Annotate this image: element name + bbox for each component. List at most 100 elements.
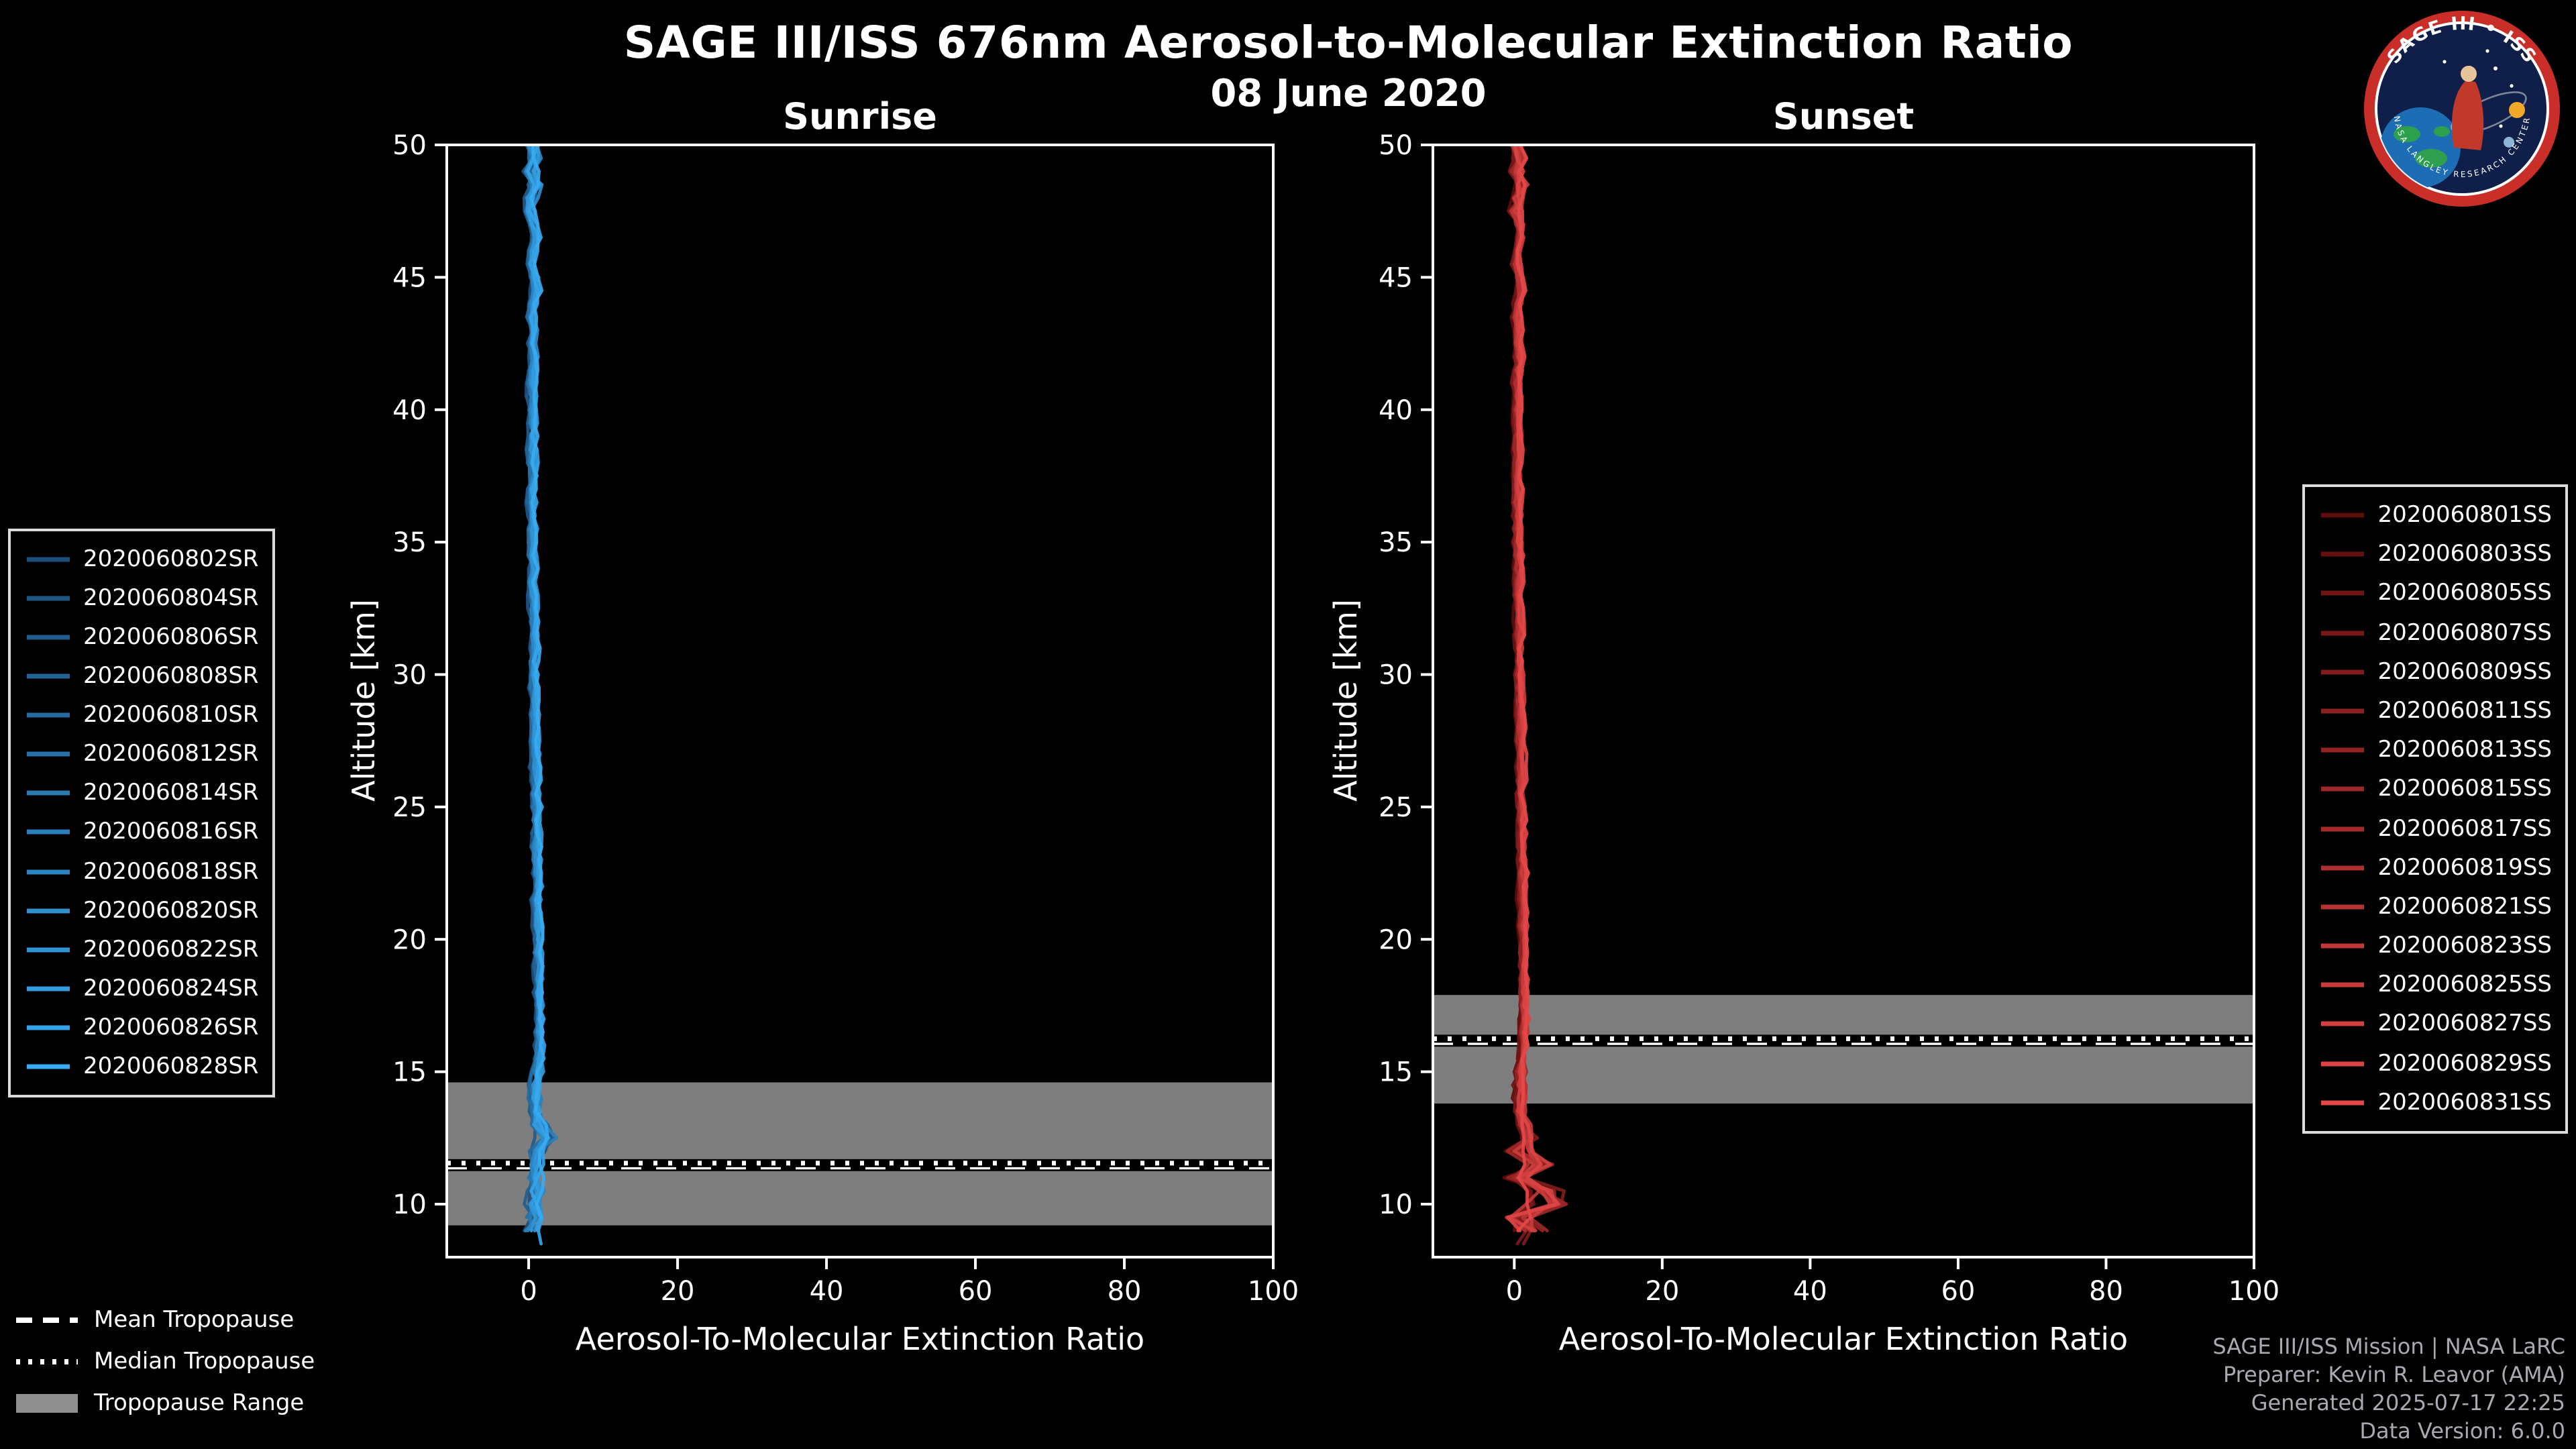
sunset-y-axis-label: Altitude [km] (1330, 599, 1364, 802)
legend-item: 2020060822SR (24, 930, 259, 968)
legend-line-swatch (2321, 591, 2365, 596)
legend-item: 2020060814SR (24, 775, 259, 812)
legend-item-label: 2020060812SR (83, 741, 259, 768)
legend-line-swatch (27, 674, 70, 679)
sunrise-panel-title: Sunrise (783, 97, 937, 138)
legend-line-swatch (27, 830, 70, 835)
sunset-panel-title: Sunset (1772, 97, 1915, 138)
page-title: SAGE III/ISS 676nm Aerosol-to-Molecular … (623, 16, 2074, 68)
axes-frame (1432, 144, 2255, 1258)
legend-item: 2020060809SS (2319, 653, 2552, 691)
mean-tropopause-label: Mean Tropopause (94, 1307, 294, 1334)
legend-line-swatch (2321, 826, 2365, 831)
legend-item: 2020060801SS (2319, 496, 2552, 534)
legend-item: 2020060808SR (24, 657, 259, 695)
legend-item-label: 2020060827SS (2377, 1010, 2553, 1038)
legend-item-label: 2020060814SR (83, 780, 259, 807)
sunrise-legend: 2020060802SR 2020060804SR 2020060806SR 2020… (8, 529, 275, 1097)
legend-item-label: 2020060804SR (83, 585, 259, 612)
credit-line-preparer: Preparer: Kevin R. Leavor (AMA) (2222, 1362, 2565, 1387)
median-tropopause-label: Median Tropopause (94, 1348, 315, 1375)
legend-item: 2020060820SR (24, 892, 259, 929)
tropopause-range-band (1433, 995, 2254, 1104)
credit-line-generated: Generated 2025-07-17 22:25 (2251, 1390, 2565, 1415)
x-tick-label: 80 (1108, 1276, 1142, 1307)
legend-line-swatch (27, 985, 70, 991)
legend-line-swatch (27, 1025, 70, 1030)
legend-item: 2020060828SR (24, 1048, 259, 1085)
legend-item-label: 2020060821SS (2377, 893, 2553, 920)
y-tick-label: 15 (1379, 1057, 1413, 1088)
y-tick-label: 45 (1379, 262, 1413, 293)
tropopause-range-label: Tropopause Range (94, 1390, 305, 1417)
legend-item: 2020060812SR (24, 736, 259, 773)
legend-item: 2020060824SR (24, 969, 259, 1007)
legend-item: 2020060823SS (2319, 927, 2552, 965)
legend-item-label: 2020060822SR (83, 936, 259, 963)
legend-item: 2020060819SS (2319, 849, 2552, 886)
legend-item: 2020060804SR (24, 580, 259, 617)
median-tropopause-legend-item: Median Tropopause (13, 1346, 315, 1378)
legend-line-swatch (2321, 1022, 2365, 1027)
panel-sunrise: 0 20 40 60 80 100 10 15 20 25 30 35 40 45 50 (392, 130, 1299, 1307)
tropopause-range-legend-item: Tropopause Range (13, 1387, 315, 1419)
y-tick-label: 15 (392, 1057, 427, 1088)
legend-item: 2020060803SS (2319, 535, 2552, 573)
profile-line (529, 145, 549, 1220)
legend-line-swatch (27, 635, 70, 640)
credit-line-mission: SAGE III/ISS Mission | NASA LaRC (2212, 1334, 2565, 1359)
legend-item-label: 2020060831SS (2377, 1089, 2553, 1116)
legend-line-swatch (2321, 787, 2365, 792)
patch-art (2380, 49, 2527, 188)
legend-item: 2020060815SS (2319, 771, 2553, 808)
credit-line-version: Data Version: 6.0.0 (2359, 1418, 2565, 1444)
legend-item-label: 2020060813SS (2377, 737, 2553, 764)
sunset-legend: 2020060801SS 2020060803SS 2020060805SS 2020… (2302, 484, 2568, 1134)
axes-frame (445, 144, 1275, 1258)
y-tick-label: 30 (392, 660, 427, 691)
legend-line-swatch (2321, 669, 2365, 674)
legend-item: 2020060810SR (24, 697, 259, 735)
tropopause-legend: Mean Tropopause Median Tropopause Tropop… (13, 1304, 315, 1419)
legend-line-swatch (27, 596, 70, 601)
legend-line-swatch (27, 1064, 70, 1069)
legend-line-swatch (27, 869, 70, 874)
legend-item-label: 2020060824SR (83, 975, 259, 1002)
legend-line-swatch (2321, 1061, 2365, 1066)
legend-item-label: 2020060817SS (2377, 815, 2553, 842)
legend-item: 2020060825SS (2319, 967, 2552, 1004)
legend-item: 2020060811SS (2319, 692, 2552, 730)
x-tick-label: 100 (2229, 1276, 2279, 1307)
legend-line-swatch (27, 908, 70, 913)
tropopause-range-band (447, 1082, 1273, 1226)
y-tick-label: 20 (392, 924, 427, 955)
y-tick-label: 50 (392, 130, 427, 161)
y-tick-label: 10 (1379, 1189, 1413, 1220)
credits-block: SAGE III/ISS Mission | NASA LaRC Prepare… (2212, 1332, 2565, 1445)
x-tick-label: 100 (1248, 1276, 1299, 1307)
y-tick-label: 35 (392, 527, 427, 558)
dashed-line-icon (16, 1318, 78, 1323)
legend-item-label: 2020060808SR (83, 663, 259, 690)
y-tick-label: 30 (1379, 660, 1413, 691)
legend-item: 2020060831SS (2319, 1084, 2553, 1122)
legend-item-label: 2020060802SR (83, 546, 259, 573)
legend-item-label: 2020060807SS (2377, 619, 2553, 647)
legend-item-label: 2020060806SR (83, 624, 259, 651)
x-tick-label: 60 (959, 1276, 993, 1307)
x-tick-label: 60 (1941, 1276, 1975, 1307)
legend-item-label: 2020060810SR (83, 702, 259, 729)
sunset-x-axis-label: Aerosol-To-Molecular Extinction Ratio (1558, 1323, 2129, 1358)
legend-item-label: 2020060815SS (2377, 775, 2553, 803)
legend-item-label: 2020060816SR (83, 818, 259, 846)
legend-item-label: 2020060828SR (83, 1053, 259, 1080)
robed-figure-icon (2451, 80, 2484, 150)
planet-icon (2504, 137, 2514, 148)
legend-line-swatch (2321, 708, 2365, 714)
page-date: 08 June 2020 (1210, 71, 1487, 115)
legend-item-label: 2020060820SR (83, 897, 259, 924)
y-tick-label: 25 (392, 792, 427, 823)
